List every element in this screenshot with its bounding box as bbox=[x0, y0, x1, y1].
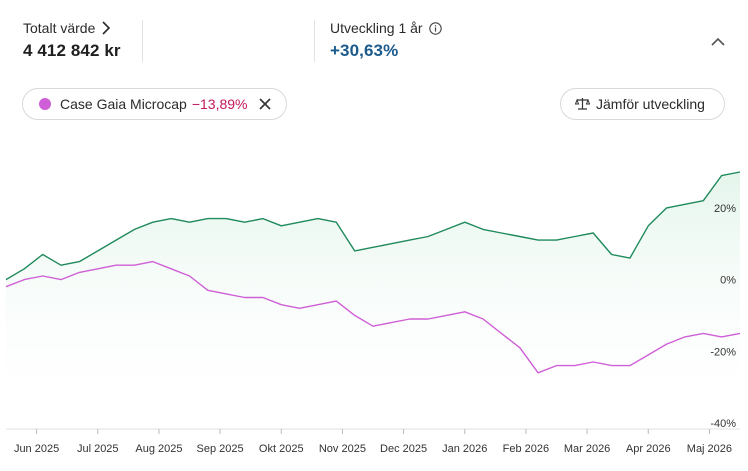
summary-header: Totalt värde 4 412 842 kr Utveckling 1 å… bbox=[0, 0, 748, 75]
x-tick-layer: Jun 2025 Jul 2025 Aug 2025 Sep 2025 Okt 2025… bbox=[14, 429, 732, 455]
x-tick-label: Aug 2025 bbox=[135, 443, 182, 455]
compare-button-label: Jämför utveckling bbox=[596, 96, 705, 112]
scale-icon bbox=[575, 98, 590, 110]
development-value: +30,63% bbox=[330, 41, 399, 60]
y-tick-label: -20% bbox=[710, 346, 736, 358]
x-tick-label: Apr 2026 bbox=[626, 443, 671, 455]
compare-series-name: Case Gaia Microcap bbox=[60, 96, 187, 112]
x-tick-label: Okt 2025 bbox=[259, 443, 304, 455]
divider bbox=[314, 20, 315, 62]
x-tick-label: Sep 2025 bbox=[197, 443, 244, 455]
y-tick-layer: 20% 0% -20% -40% bbox=[710, 203, 736, 430]
total-value: 4 412 842 kr bbox=[23, 41, 121, 60]
total-value-label: Totalt värde bbox=[23, 20, 96, 36]
x-tick-label: Dec 2025 bbox=[380, 443, 427, 455]
info-icon[interactable] bbox=[428, 21, 442, 35]
chevron-right-icon[interactable] bbox=[101, 21, 111, 35]
portfolio-area bbox=[6, 172, 740, 423]
y-tick-label: 20% bbox=[714, 203, 736, 215]
y-tick-label: 0% bbox=[720, 275, 736, 287]
compare-series-change: −13,89% bbox=[191, 96, 248, 112]
gaia-line bbox=[5, 260, 741, 374]
close-icon[interactable] bbox=[258, 97, 272, 111]
series-color-dot bbox=[39, 98, 51, 110]
y-tick-label: -40% bbox=[710, 418, 736, 430]
line-layer bbox=[5, 171, 741, 374]
x-tick-label: Jul 2025 bbox=[77, 443, 119, 455]
x-tick-label: Nov 2025 bbox=[319, 443, 366, 455]
total-value-stat[interactable]: Totalt värde 4 412 842 kr bbox=[23, 20, 121, 61]
divider bbox=[142, 20, 143, 62]
x-tick-label: Feb 2026 bbox=[503, 443, 549, 455]
compare-series-chip[interactable]: Case Gaia Microcap −13,89% bbox=[22, 88, 287, 120]
development-label: Utveckling 1 år bbox=[330, 20, 423, 36]
development-stat: Utveckling 1 år +30,63% bbox=[330, 20, 442, 61]
compare-button[interactable]: Jämför utveckling bbox=[560, 88, 725, 120]
x-tick-label: Mar 2026 bbox=[564, 443, 610, 455]
x-tick-label: Jan 2026 bbox=[442, 443, 487, 455]
x-tick-label: Maj 2026 bbox=[687, 443, 732, 455]
area-layer bbox=[6, 172, 740, 423]
chevron-up-icon[interactable] bbox=[710, 34, 726, 50]
x-tick-label: Jun 2025 bbox=[14, 443, 59, 455]
portfolio-line bbox=[5, 171, 741, 281]
